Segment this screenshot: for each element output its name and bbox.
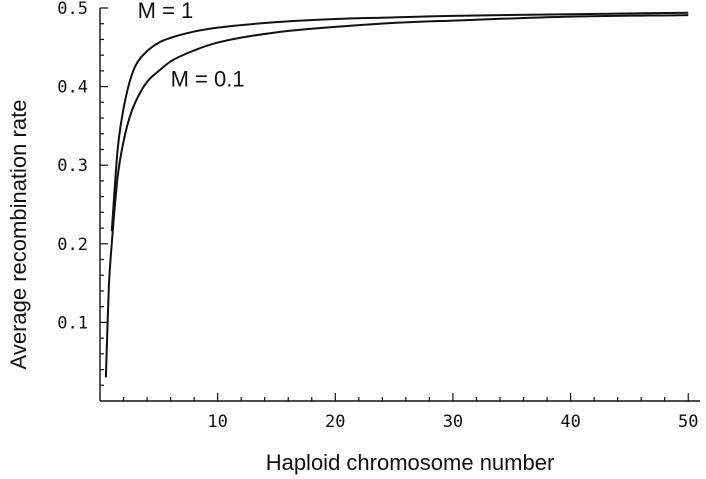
y-tick-label: 0.1 xyxy=(57,313,88,333)
x-tick-label: 20 xyxy=(325,412,345,432)
y-tick-label: 0.4 xyxy=(57,78,88,98)
x-axis-title: Haploid chromosome number xyxy=(266,450,555,475)
axes: 0.1 0.2 0.3 0.4 0.5 10 20 30 40 50 xyxy=(57,0,700,432)
y-axis-title: Average recombination rate xyxy=(6,100,31,370)
labels: Average recombination rate Haploid chrom… xyxy=(6,100,554,475)
series-line-m-0-1 xyxy=(104,14,689,378)
x-tick-label: 30 xyxy=(443,412,463,432)
series-label-m-0-1: M = 0.1 xyxy=(171,67,245,92)
x-tick-label: 50 xyxy=(678,412,698,432)
plot-area: M = 1 M = 0.1 xyxy=(104,0,689,378)
x-tick-label: 10 xyxy=(207,412,227,432)
y-tick-label: 0.3 xyxy=(57,156,88,176)
x-tick-label: 40 xyxy=(560,412,580,432)
y-tick-label: 0.5 xyxy=(57,0,88,19)
y-tick-label: 0.2 xyxy=(57,235,88,255)
series-line-m-1 xyxy=(110,11,689,232)
series-label-m-1: M = 1 xyxy=(138,0,194,23)
